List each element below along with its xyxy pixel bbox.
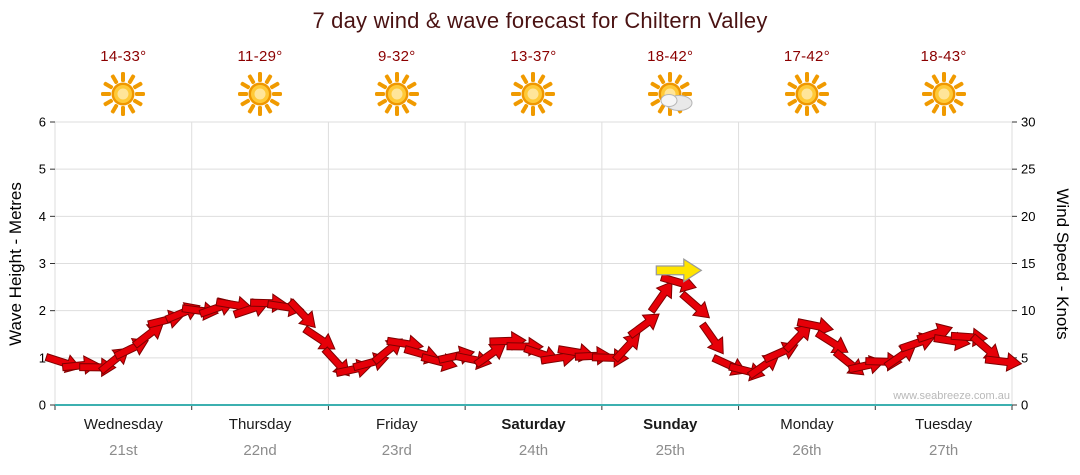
day-date-row: 21st 22nd 23rd 24th 25th 26th 27th [55, 442, 1012, 459]
wind-barb [814, 329, 849, 353]
day-label: Tuesday [915, 416, 973, 433]
day-temp: 13-37° [510, 48, 557, 65]
day-temp: 18-43° [920, 48, 967, 65]
knots-axis-tick-label: 10 [1021, 303, 1035, 318]
day-date: 27th [929, 442, 959, 459]
weather-icon [602, 70, 739, 118]
weather-icon [55, 70, 192, 118]
wind-barb [627, 313, 660, 340]
wind-barb [679, 290, 711, 319]
weather-icon [739, 70, 876, 118]
wind-barb [699, 321, 724, 355]
wave-axis-tick-label: 0 [39, 398, 46, 413]
wind-barb [287, 298, 316, 329]
weather-icon [192, 70, 329, 118]
day-temp: 14-33° [100, 48, 147, 65]
wave-axis-tick-label: 2 [39, 303, 46, 318]
day-label: Monday [780, 416, 834, 433]
day-label: Friday [375, 416, 418, 433]
watermark: www.seabreeze.com.au [893, 390, 1010, 402]
wave-axis-tick-label: 5 [39, 162, 46, 177]
cloud-icon [660, 94, 693, 111]
wave-axis-tick-label: 3 [39, 256, 46, 271]
wind-barb [302, 325, 336, 350]
knots-axis-tick-label: 15 [1021, 256, 1035, 271]
wave-axis-tick-label: 4 [39, 209, 46, 224]
wind-barb [984, 352, 1023, 372]
wind-barb [782, 323, 812, 354]
day-date: 25th [655, 442, 685, 459]
yellow-arrow-annotation [655, 258, 703, 283]
day-label: Saturday [501, 416, 566, 433]
sun-icon [238, 72, 283, 116]
knots-axis-tick-label: 5 [1021, 350, 1028, 365]
weather-icon [465, 70, 602, 118]
knots-axis-tick-label: 0 [1021, 398, 1028, 413]
sun-icon [101, 72, 146, 116]
day-date: 24th [518, 442, 549, 459]
weather-icon-row [55, 70, 1012, 118]
temperature-row: 14-33° 11-29° 9-32° 13-37° 18-42° 17-42°… [55, 48, 1012, 65]
weather-icon [875, 70, 1012, 118]
knots-axis-tick-label: 20 [1021, 209, 1035, 224]
day-temp: 9-32° [378, 48, 416, 65]
wind-barb [611, 332, 641, 363]
day-label: Sunday [643, 416, 698, 433]
day-temp: 11-29° [237, 48, 283, 65]
wind-barb [473, 343, 507, 369]
day-date: 26th [792, 442, 822, 459]
day-temp: 17-42° [783, 48, 830, 65]
weather-icon [328, 70, 465, 118]
sun-icon [784, 72, 829, 116]
day-label: Thursday [228, 416, 292, 433]
day-date: 22nd [243, 442, 277, 459]
wind-barb [131, 322, 164, 349]
wave-axis-tick-label: 1 [39, 350, 46, 365]
wave-axis-tick-label: 6 [39, 115, 46, 130]
sun-cloud-icon [648, 72, 693, 116]
day-label: Wednesday [83, 416, 163, 433]
knots-axis-tick-label: 30 [1021, 115, 1035, 130]
sun-icon [921, 72, 966, 116]
knots-axis-tick-label: 25 [1021, 162, 1035, 177]
day-name-row: Wednesday Thursday Friday Saturday Sunda… [55, 416, 1012, 433]
wind-barb [647, 280, 673, 314]
day-date: 23rd [381, 442, 412, 459]
sun-icon [511, 72, 556, 116]
sun-icon [374, 72, 419, 116]
day-temp: 18-42° [647, 48, 694, 65]
page-title: 7 day wind & wave forecast for Chiltern … [312, 8, 768, 33]
day-date: 21st [109, 442, 138, 459]
wind-barb [796, 316, 835, 337]
